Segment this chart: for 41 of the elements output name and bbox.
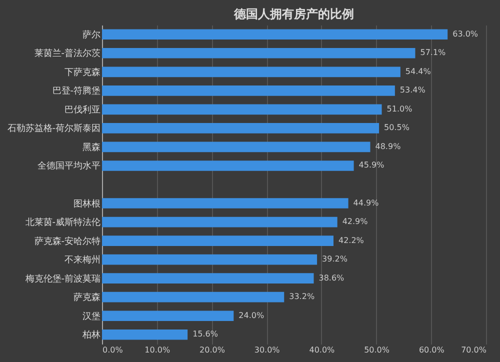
x-tick-label: 10.0%	[144, 346, 170, 354]
y-tick-label: 萨克森-安哈尔特	[34, 236, 100, 247]
data-label: 63.0%	[452, 29, 478, 38]
x-tick-label: 40.0%	[309, 346, 336, 354]
y-tick-label: 全德国平均水平	[38, 160, 100, 172]
chart-title: 德国人拥有房产的比例	[233, 7, 354, 21]
x-tick-label: 0.0%	[102, 346, 124, 354]
x-tick-label: 70.0%	[461, 346, 487, 354]
data-label: 44.9%	[353, 198, 380, 208]
data-label: 54.4%	[405, 66, 432, 76]
data-label: 42.9%	[342, 217, 368, 226]
data-label: 39.2%	[322, 254, 348, 264]
y-tick-label: 巴登-符腾堡	[52, 86, 100, 97]
data-label: 57.1%	[420, 48, 446, 58]
data-label: 15.6%	[192, 330, 218, 339]
y-tick-label: 柏林	[82, 330, 100, 341]
y-tick-label: 不来梅州	[64, 254, 100, 266]
y-tick-label: 北莱茵-威斯特法伦	[25, 217, 100, 228]
data-label: 38.6%	[318, 273, 345, 282]
y-tick-label: 图林根	[74, 198, 100, 210]
y-tick-label: 石勒苏益格-荷尔斯泰因	[7, 123, 100, 134]
y-tick-label: 莱茵兰-普法尔茨	[34, 48, 100, 60]
y-tick-label: 萨克森	[74, 292, 100, 304]
data-label: 48.9%	[375, 142, 402, 151]
data-label: 42.2%	[338, 236, 364, 245]
y-tick-label: 下萨克森	[64, 66, 100, 78]
y-tick-label: 汉堡	[82, 310, 100, 322]
x-tick-label: 20.0%	[200, 346, 226, 354]
data-label: 50.5%	[384, 123, 410, 132]
data-label: 53.4%	[400, 86, 426, 95]
y-tick-label: 巴伐利亚	[64, 104, 100, 116]
x-tick-label: 60.0%	[418, 346, 445, 354]
y-tick-label: 萨尔	[82, 29, 100, 40]
y-tick-label: 黑森	[82, 142, 100, 153]
x-tick-label: 30.0%	[254, 346, 280, 354]
data-label: 33.2%	[289, 292, 315, 302]
data-label: 45.9%	[358, 160, 385, 170]
x-tick-label: 50.0%	[364, 346, 390, 354]
y-tick-label: 梅克伦堡-前波莫瑞	[24, 273, 100, 284]
data-label: 24.0%	[238, 310, 264, 320]
data-label: 51.0%	[386, 104, 413, 114]
